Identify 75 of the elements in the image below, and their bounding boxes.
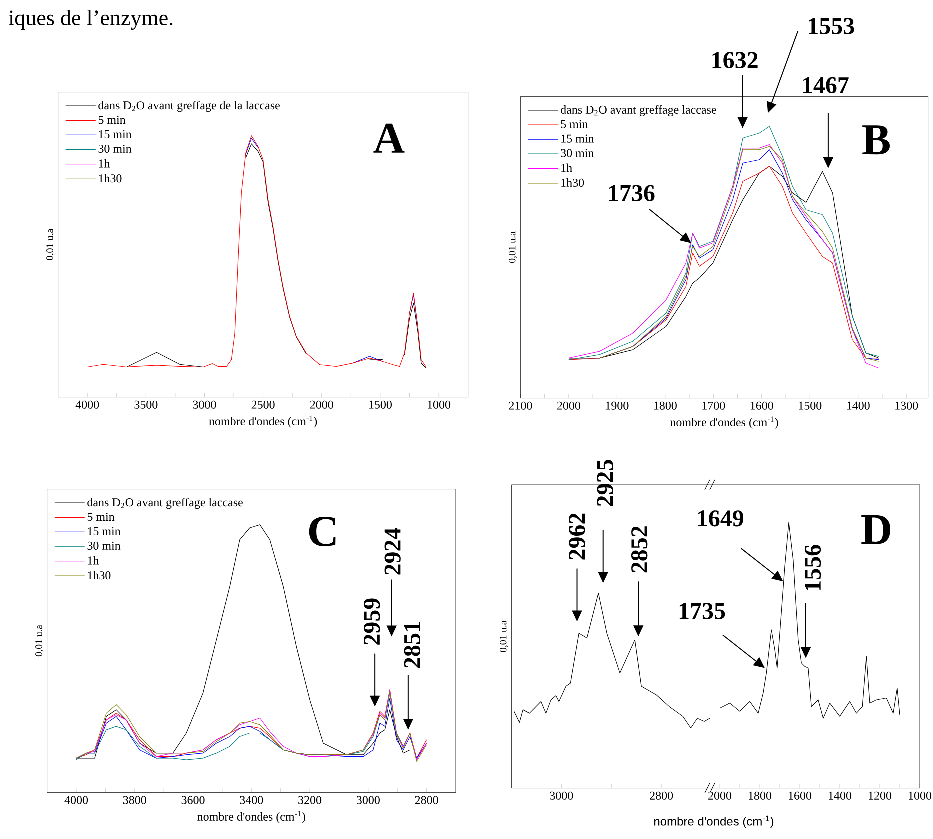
x-axis-title: nombre d'ondes (cm$^{-1}$) xyxy=(209,416,318,428)
legend-label: 1h xyxy=(562,164,572,172)
x-tick-label: 2800 xyxy=(650,792,674,800)
x-tick-label: 1000 xyxy=(909,792,932,800)
x-tick-label: 1900 xyxy=(606,402,629,410)
legend-label: 5 min xyxy=(88,512,115,522)
x-tick-label: 3500 xyxy=(134,400,158,409)
legend-label: 30 min xyxy=(561,149,594,158)
legend-label: 1h30 xyxy=(99,174,122,183)
legend-label: 5 min xyxy=(561,120,588,128)
text: 1632 xyxy=(712,52,758,68)
annotation: 2959 xyxy=(364,598,380,645)
annotation: 2851 xyxy=(404,622,421,668)
x-tick-label: 1500 xyxy=(799,402,822,410)
legend-label: 15 min xyxy=(88,527,121,536)
x-tick-label: 4000 xyxy=(64,796,88,804)
x-tick-label: 3000 xyxy=(550,792,574,800)
text: 1553 xyxy=(809,18,854,34)
chart-title: D xyxy=(862,515,890,544)
annotation: 1649 xyxy=(698,510,744,527)
y-axis-title: 0,01 u.a xyxy=(46,228,55,260)
x-tick-label: 1300 xyxy=(896,402,918,410)
text: 2962 xyxy=(569,514,586,560)
legend-label: 30 min xyxy=(98,144,132,153)
x-tick-label: 1800 xyxy=(749,792,772,800)
legend-label: dans D$_{2}$O avant greffage de la laccase xyxy=(98,101,280,112)
x-tick-label: 2500 xyxy=(252,400,275,409)
legend-label: 1h xyxy=(88,556,100,565)
annotation: 2852 xyxy=(631,526,648,573)
legend-label: dans D$_{2}$O avant greffage laccase xyxy=(88,498,243,510)
text: 2925 xyxy=(597,460,614,506)
annotation: 1735 xyxy=(680,603,726,620)
x-tick-label: 1500 xyxy=(369,400,392,409)
y-axis-title: 0,01 u.a xyxy=(36,625,44,657)
x-axis-title: nombre d'ondes (cm$^{-1}$) xyxy=(670,416,778,429)
x-tick-label: 2800 xyxy=(415,796,438,804)
annotation: 1556 xyxy=(804,545,822,590)
x-tick-label: 1200 xyxy=(869,792,892,800)
x-tick-label: 2000 xyxy=(708,792,732,800)
x-tick-label: 1000 xyxy=(428,400,451,409)
x-tick-label: 2000 xyxy=(557,402,580,410)
annotation: 1736 xyxy=(609,185,655,202)
x-axis-title: nombre d'ondes (cm$^{-1}$) xyxy=(654,816,774,828)
annotation: 2924 xyxy=(384,528,401,575)
x-tick-label: 3800 xyxy=(123,796,146,804)
chart-title: B xyxy=(862,126,890,155)
x-tick-label: 3000 xyxy=(357,796,380,804)
legend-label: 15 min xyxy=(99,130,132,139)
x-tick-label: 4000 xyxy=(76,400,100,409)
chart-title: C xyxy=(309,517,336,547)
x-tick-label: 3200 xyxy=(298,796,322,804)
x-axis-title: nombre d'ondes (cm$^{-1}$) xyxy=(198,811,306,824)
legend-label: 1h xyxy=(99,159,110,168)
x-tick-label: 3400 xyxy=(240,796,264,804)
x-tick-label: 1600 xyxy=(789,792,812,800)
y-axis-title: 0,01 u.a xyxy=(500,620,508,652)
legend-label: 1h30 xyxy=(88,571,111,580)
x-tick-label: 1700 xyxy=(702,402,726,410)
y-axis-title: 0,01 u.a xyxy=(508,232,518,264)
legend-label: 1h30 xyxy=(562,178,584,187)
text: 1467 xyxy=(803,77,849,94)
x-tick-label: 3600 xyxy=(182,796,205,804)
text: iques de l’enzyme. xyxy=(8,10,173,30)
x-tick-label: 1800 xyxy=(654,402,677,410)
legend-label: 5 min xyxy=(98,116,126,124)
x-tick-label: 2000 xyxy=(310,400,334,409)
legend-label: 30 min xyxy=(88,542,121,550)
x-tick-label: 3000 xyxy=(193,400,216,409)
legend-label: dans D$_{2}$O avant greffage laccase xyxy=(561,105,716,116)
x-tick-label: 1600 xyxy=(750,402,774,410)
x-tick-label: 1400 xyxy=(847,402,870,410)
chart-title: A xyxy=(374,124,405,153)
legend-label: 15 min xyxy=(562,134,594,143)
x-tick-label: 1400 xyxy=(829,792,852,800)
x-tick-label: 2100 xyxy=(509,402,532,410)
